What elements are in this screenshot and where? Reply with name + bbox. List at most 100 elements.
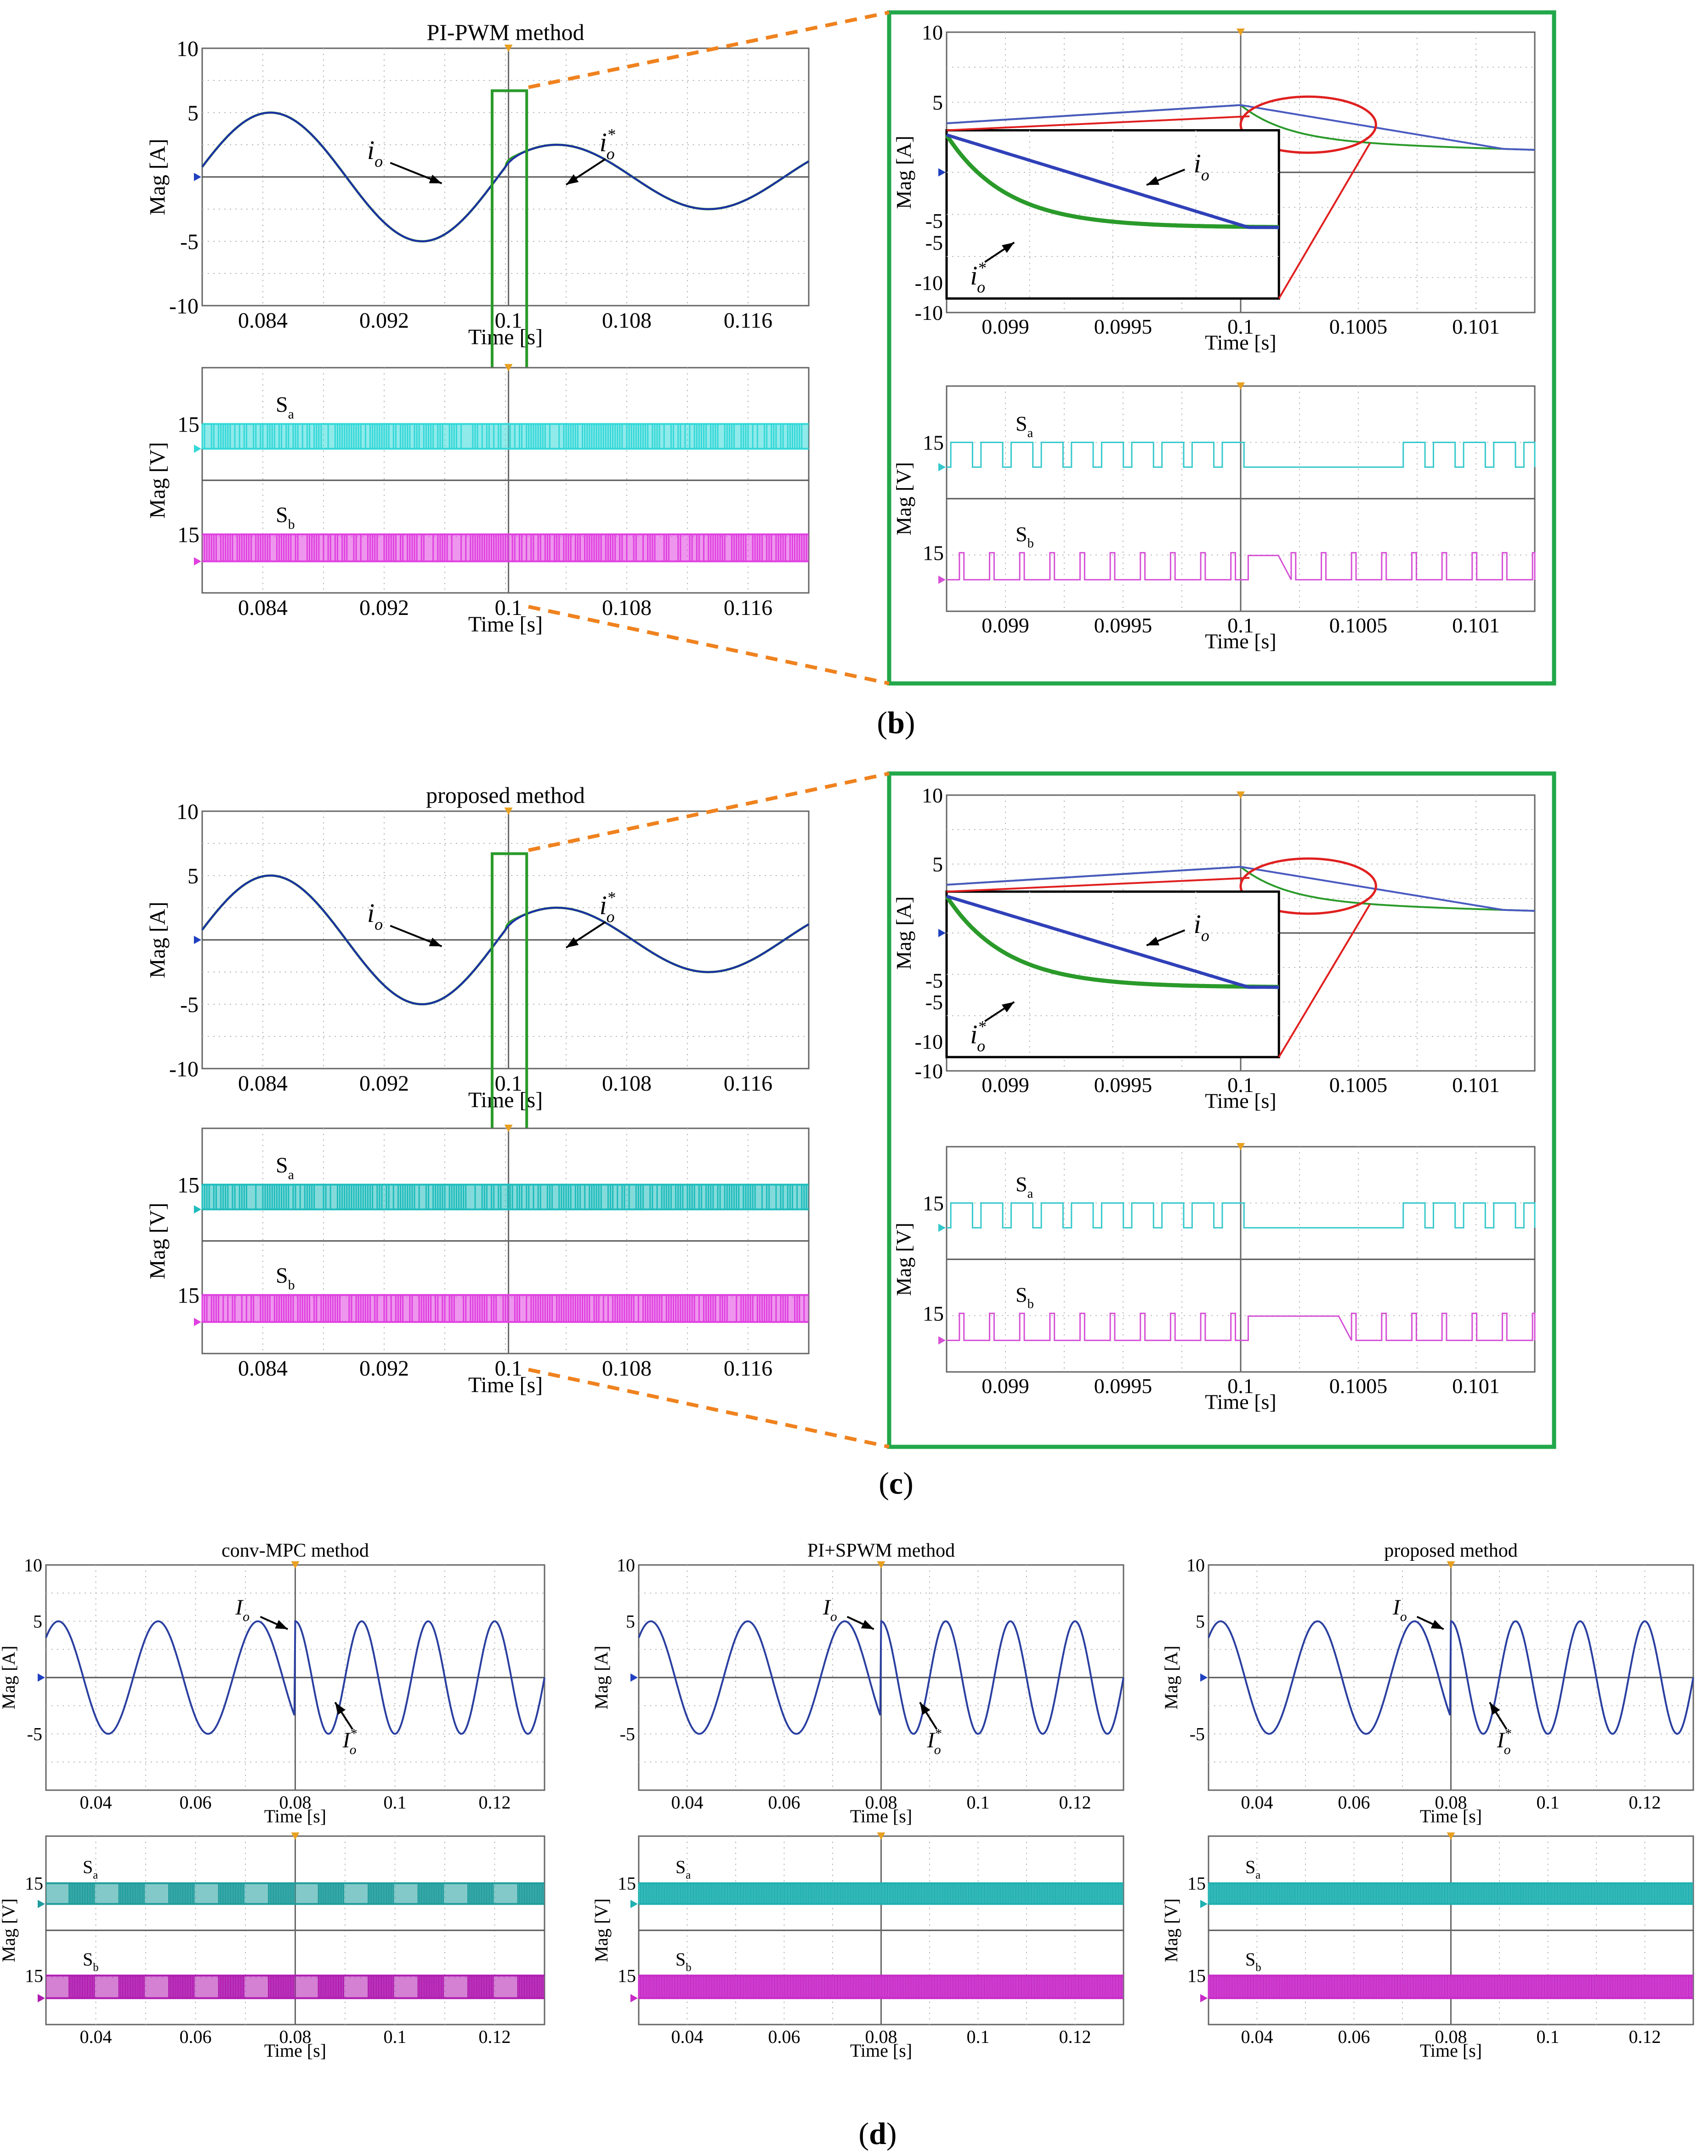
c-zoom-current-inset-meas: [946, 894, 1279, 989]
d1-switching-xtick: 0.12: [479, 2026, 511, 2047]
c-guide-top: [528, 772, 890, 852]
b-zoom-current-ch-marker: [938, 168, 946, 176]
c-current-xtick: 0.116: [724, 1071, 772, 1096]
d3-current-Iref-label: I* o: [1497, 1726, 1511, 1758]
d2-current-Iref-label-sup: *: [935, 1726, 942, 1741]
d1-current-Iref-arrow-head: [335, 1702, 346, 1715]
d2-current-xtick: 0.06: [768, 1792, 800, 1813]
b-switching-Sa-label-sub: a: [288, 407, 294, 422]
d2-switching-xtick: 0.06: [768, 2026, 800, 2047]
c-zoom-current-ytick: 10: [922, 784, 943, 807]
b-zoom-switching-Sa-label-sub: a: [1027, 426, 1033, 440]
c-current-xtick: 0.1: [495, 1071, 522, 1096]
c-zoom-current-ylabel: Mag [A]: [892, 896, 915, 970]
c-zoom-switching-ch-marker-0: [938, 1223, 946, 1232]
b-current-xtick: 0.1: [495, 308, 522, 333]
d2-current-ytick: 10: [617, 1555, 635, 1576]
d1-switching-Sb-label: Sb: [83, 1949, 99, 1974]
b-zoom-switching-ch-marker-0-tri: [938, 463, 946, 472]
d2-switching-xtick: 0.12: [1059, 2026, 1091, 2047]
c-current-ch-marker-tri: [194, 936, 201, 944]
b-current-xtick: 0.084: [238, 308, 288, 333]
c-zoom-container: [887, 771, 1556, 1449]
c-zoom-current: 10 5 -5 -10 0.099 0.0995 0.1 0.1005 0.101 Time [s…: [892, 784, 1536, 1113]
c-current-ytick: -10: [169, 1057, 199, 1081]
d1-current-trigger-marker-tri: [291, 1561, 300, 1569]
c-zoom-current-ytick: 5: [932, 853, 943, 876]
d2-current-ytick: 5: [626, 1611, 635, 1632]
c-zoom-current-xtick: 0.099: [982, 1073, 1029, 1097]
b-zoom-current-xlabel: Time [s]: [1205, 331, 1277, 354]
d1-current-xtick: 0.12: [479, 1792, 511, 1813]
d1-current-xtick: 0.1: [384, 1792, 407, 1813]
d3-switching-ch-marker-0-tri: [1200, 1900, 1208, 1908]
b-current-ytick: -10: [169, 294, 199, 319]
b-switching-level-label: 15: [177, 412, 199, 437]
d1-current-xtick: 0.08: [279, 1792, 312, 1813]
d1-switching-xtick: 0.08: [279, 2026, 312, 2047]
d2-current-Io-arrow-head: [861, 1620, 874, 1629]
d3-current-Io-label-sub: o: [1400, 1609, 1407, 1624]
b-switching-xtick: 0.092: [359, 596, 409, 620]
b-current-iref-arrow: [565, 158, 606, 186]
d3-switching-xtick: 0.1: [1537, 2026, 1560, 2047]
d1-current-line: [45, 1620, 545, 1735]
b-zoom-current-ylabel: Mag [A]: [892, 136, 915, 209]
b-zoom-current-ytick: -10: [915, 301, 943, 324]
c-current-ch-marker: [194, 936, 201, 944]
c-current-iref-label-sup: *: [607, 888, 615, 907]
d3-switching-trigger-marker: [1447, 1832, 1455, 1840]
panel-label-c-letter: c: [889, 1466, 903, 1501]
c-zoom-current-xtick: 0.0995: [1094, 1073, 1152, 1097]
c-zoom-switching-ch-marker-0-tri: [938, 1223, 946, 1232]
b-zoom-current-inset-ytick: -5: [925, 209, 943, 233]
panel-label-b-close: ): [905, 705, 915, 740]
d1-current-xtick: 0.04: [80, 1792, 112, 1813]
d3-current-Iref-arrow-head: [1489, 1702, 1500, 1715]
c-zoom-switching-xtick: 0.1005: [1329, 1374, 1388, 1398]
d3-current-xtick: 0.12: [1629, 1792, 1661, 1813]
b-zoom-current-io-label-sub: o: [1201, 165, 1209, 184]
d2-current-Iref-label: I* o: [927, 1726, 942, 1758]
b-zoom-switching-Sb-label-sub: b: [1027, 536, 1034, 551]
d1-current-ytick: 10: [24, 1555, 42, 1576]
d3-switching-xtick: 0.12: [1629, 2026, 1661, 2047]
c-zoom-current-ch-marker: [938, 929, 946, 937]
b-current: PI-PWM method 10 5 -5 -10 0.084 0.092 0.1 0.108 0…: [145, 19, 810, 373]
c-current-title: proposed method: [426, 782, 585, 808]
b-zoom-switching-xlabel: Time [s]: [1205, 630, 1277, 653]
d2-current-Iref-label-text: I* o: [927, 1726, 942, 1758]
c-zoom-switching-ch-marker-1-tri: [938, 1336, 946, 1345]
c-switching-pulses-0: [201, 1184, 807, 1210]
d1-current-xlabel: Time [s]: [264, 1806, 326, 1826]
c-current-xtick: 0.084: [238, 1071, 288, 1096]
d3-current-xtick: 0.06: [1338, 1792, 1370, 1813]
b-zoom-current-ytick: -5: [925, 231, 943, 255]
panel-label-d-open: (: [858, 2116, 869, 2151]
d2-switching-ylabel: Mag [V]: [591, 1899, 612, 1963]
c-zoom-current-iref-arrow-head: [1001, 1002, 1015, 1013]
c-current-io-label-sub: o: [375, 915, 383, 933]
d1-switching-trigger-marker-tri: [291, 1832, 300, 1840]
d2-switching-trigger-marker: [877, 1832, 885, 1840]
c-switching-xtick: 0.116: [724, 1356, 772, 1381]
c-switching-xtick: 0.092: [359, 1356, 409, 1381]
c-current-ytick: 5: [187, 864, 199, 888]
b-zoom-current-inset-link-b: [1278, 142, 1371, 299]
d2-current-Iref-arrow: [919, 1701, 938, 1730]
b-zoom-switching-trigger-marker-tri: [1237, 382, 1245, 390]
d1-current-ytick: 5: [33, 1611, 42, 1632]
c-current-xtick: 0.092: [359, 1071, 409, 1096]
c-zoom-switching-xtick: 0.0995: [1094, 1374, 1152, 1398]
b-switching-trigger-marker: [504, 364, 513, 371]
c-current-io-arrow: [390, 925, 443, 947]
d2-current-trigger-marker-tri: [877, 1561, 885, 1569]
b-zoom-switching-xtick: 0.1005: [1329, 614, 1388, 637]
b-switching-trigger-marker-tri: [504, 364, 513, 371]
d3-current-title: proposed method: [1384, 1540, 1517, 1561]
b-switching-xtick: 0.116: [724, 596, 772, 620]
d1-switching-xlabel: Time [s]: [264, 2040, 326, 2061]
